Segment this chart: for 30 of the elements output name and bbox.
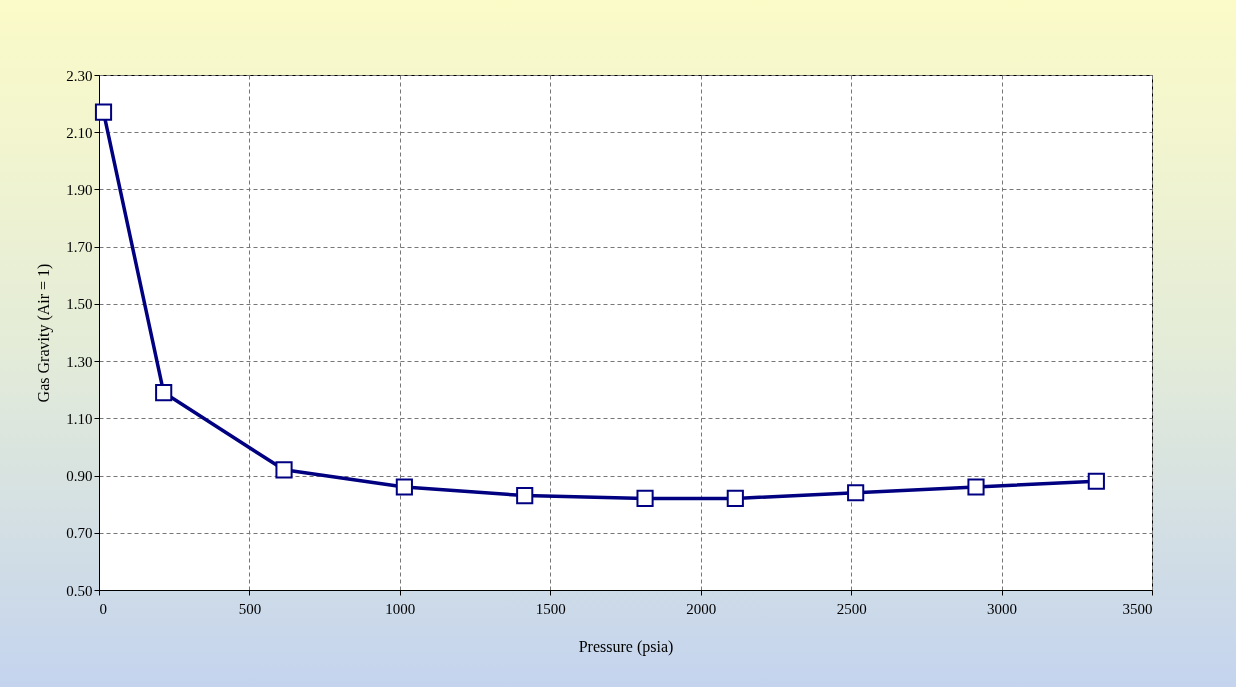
x-tick-label: 1500 [535, 600, 566, 617]
y-tick-label: 2.10 [66, 124, 93, 141]
x-tick-label: 2000 [686, 600, 717, 617]
y-tick-label: 0.70 [66, 525, 93, 542]
point [847, 484, 865, 502]
x-axis-title: Pressure (psia) [578, 637, 674, 656]
x-tick-label: 3500 [1122, 600, 1153, 617]
y-tick-label: 1.50 [66, 296, 93, 313]
y-tick-label: 2.30 [66, 67, 93, 84]
y-tick-label: 1.70 [66, 239, 93, 256]
y-tick-label: 1.90 [66, 181, 93, 198]
point [395, 478, 413, 496]
point [94, 103, 113, 121]
y-tick-label: 1.10 [66, 410, 93, 427]
y-tick-label: 0.50 [66, 582, 93, 599]
point [726, 489, 744, 508]
x-tick-label: 0 [99, 600, 107, 617]
x-tick-label: 1000 [385, 600, 416, 617]
point [1087, 472, 1105, 490]
x-tick-label: 3000 [987, 600, 1018, 617]
point [516, 487, 534, 505]
point [275, 461, 293, 479]
x-tick-label: 2500 [836, 600, 867, 617]
point [967, 478, 985, 496]
y-tick-label: 1.30 [66, 353, 93, 370]
point [155, 384, 173, 402]
y-tick-label: 0.90 [66, 468, 93, 485]
y-axis-title: Gas Gravity (Air = 1) [35, 263, 54, 403]
point [636, 489, 654, 508]
x-tick-label: 500 [238, 600, 262, 617]
